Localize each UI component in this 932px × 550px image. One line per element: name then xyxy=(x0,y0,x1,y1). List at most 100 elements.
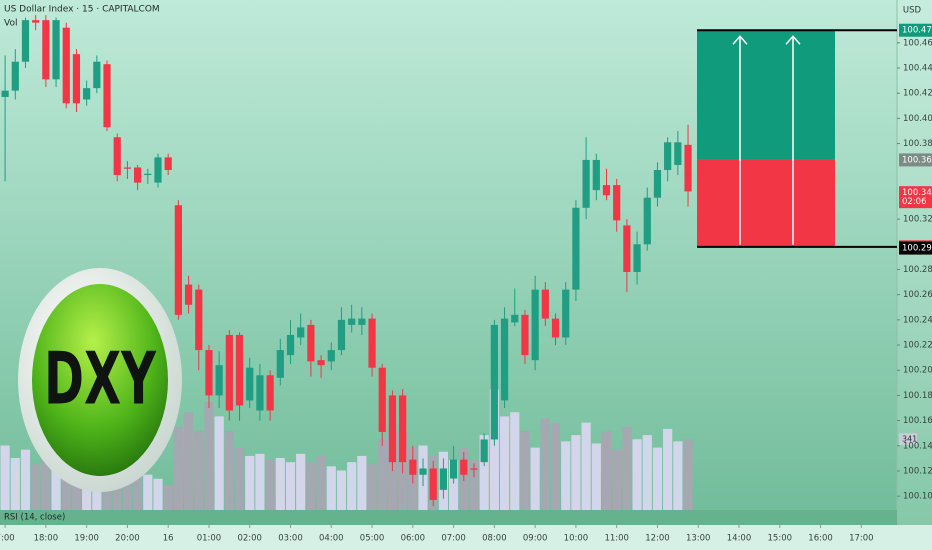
x-tick-label: 10:00 xyxy=(564,534,589,544)
volume-bar xyxy=(591,443,601,510)
candle-body xyxy=(653,170,662,198)
y-tick-label: 100.180 xyxy=(903,391,932,401)
x-tick-label: 12:00 xyxy=(645,534,670,544)
candle-body xyxy=(72,54,81,104)
candle-body xyxy=(664,142,672,170)
volume-bar xyxy=(336,470,347,510)
volume-bar xyxy=(112,470,122,510)
candle-body xyxy=(348,318,356,325)
volume-bar xyxy=(561,441,571,510)
volume-bar xyxy=(285,462,296,510)
volume-bar xyxy=(489,389,499,510)
candle-body xyxy=(582,159,590,208)
volume-bar xyxy=(10,458,20,510)
candle-body xyxy=(337,319,346,351)
candle-body xyxy=(541,289,549,319)
candle-body xyxy=(134,167,142,183)
volume-bar xyxy=(153,478,163,510)
candle-body xyxy=(144,173,152,176)
y-tick-label: 100.280 xyxy=(903,265,932,275)
x-tick-label: 13:00 xyxy=(686,534,711,544)
volume-bar xyxy=(296,453,306,510)
candle-body xyxy=(174,205,182,315)
x-tick-label: 20:00 xyxy=(115,534,140,544)
candle-body xyxy=(429,468,437,500)
time-axis-background xyxy=(0,525,932,550)
x-tick-label: 14:00 xyxy=(727,534,752,544)
volume-bar xyxy=(20,449,31,510)
indicator-pane xyxy=(0,510,897,525)
volume-label: Vol xyxy=(4,19,17,29)
y-tick-label: 100.120 xyxy=(903,466,932,476)
volume-bar xyxy=(133,466,143,510)
volume-value-box xyxy=(899,433,917,446)
volume-bar xyxy=(357,455,367,510)
volume-bar xyxy=(571,435,581,510)
y-tick-label: 100.380 xyxy=(903,139,932,149)
candle-body xyxy=(103,64,111,128)
candle-body xyxy=(368,318,376,368)
candle-body xyxy=(286,334,295,356)
candle-body xyxy=(83,88,91,100)
arrow-head xyxy=(785,35,801,45)
volume-bar xyxy=(0,445,10,510)
volume-bar xyxy=(173,426,183,510)
volume-bar xyxy=(499,416,510,510)
volume-bar xyxy=(41,441,51,510)
candle-body xyxy=(93,61,101,89)
volume-bar xyxy=(581,422,591,510)
volume-bar xyxy=(204,401,214,510)
candle-body xyxy=(1,90,9,97)
volume-bar xyxy=(61,468,71,510)
volume-bar xyxy=(479,435,489,510)
price-label: 100.470 xyxy=(902,26,932,36)
volume-bar xyxy=(510,412,520,510)
y-tick-label: 100.440 xyxy=(903,64,932,74)
volume-bar xyxy=(540,418,550,510)
x-tick-label: 09:00 xyxy=(523,534,548,544)
stop-zone xyxy=(697,159,835,247)
price-label-box xyxy=(899,241,932,255)
candle-body xyxy=(613,185,621,221)
candle-body xyxy=(449,459,458,479)
price-label-box xyxy=(899,186,932,209)
volume-bar xyxy=(530,447,540,510)
volume-bar xyxy=(265,460,275,510)
price-label-box xyxy=(899,23,932,37)
volume-bar xyxy=(255,453,265,510)
countdown: 02:06 xyxy=(902,197,927,207)
candle-body xyxy=(327,350,335,362)
candle-body xyxy=(317,360,325,366)
candle-body xyxy=(521,314,529,356)
volume-bar xyxy=(347,462,357,510)
candle-body xyxy=(266,375,274,411)
volume-bar xyxy=(306,462,316,510)
volume-bar xyxy=(622,426,632,510)
volume-bar xyxy=(183,412,194,510)
candle-body xyxy=(235,334,244,406)
candle-body xyxy=(500,318,509,401)
y-tick-label: 100.460 xyxy=(903,38,932,48)
x-tick-label: 08:00 xyxy=(482,534,507,544)
logo-text: DXY xyxy=(44,337,157,421)
volume-bar xyxy=(673,441,683,510)
volume-bar xyxy=(520,430,530,510)
x-tick-label: 7:00 xyxy=(0,534,15,544)
volume-bar xyxy=(143,474,153,510)
volume-value: 341 xyxy=(902,435,917,444)
x-tick-label: 01:00 xyxy=(197,534,222,544)
indicator-label: RSI (14, close) xyxy=(4,513,65,523)
candle-body xyxy=(592,159,600,191)
x-tick-label: 16 xyxy=(163,534,174,544)
volume-bar xyxy=(194,430,204,510)
x-tick-label: 19:00 xyxy=(74,534,99,544)
candle-body xyxy=(358,318,366,325)
x-tick-label: 05:00 xyxy=(360,534,385,544)
price-label: 100.367 xyxy=(902,155,932,165)
y-tick-label: 100.400 xyxy=(903,114,932,124)
candle-body xyxy=(32,20,40,23)
candle-body xyxy=(42,20,50,80)
logo: DXY xyxy=(18,268,182,492)
volume-bar xyxy=(245,455,255,510)
